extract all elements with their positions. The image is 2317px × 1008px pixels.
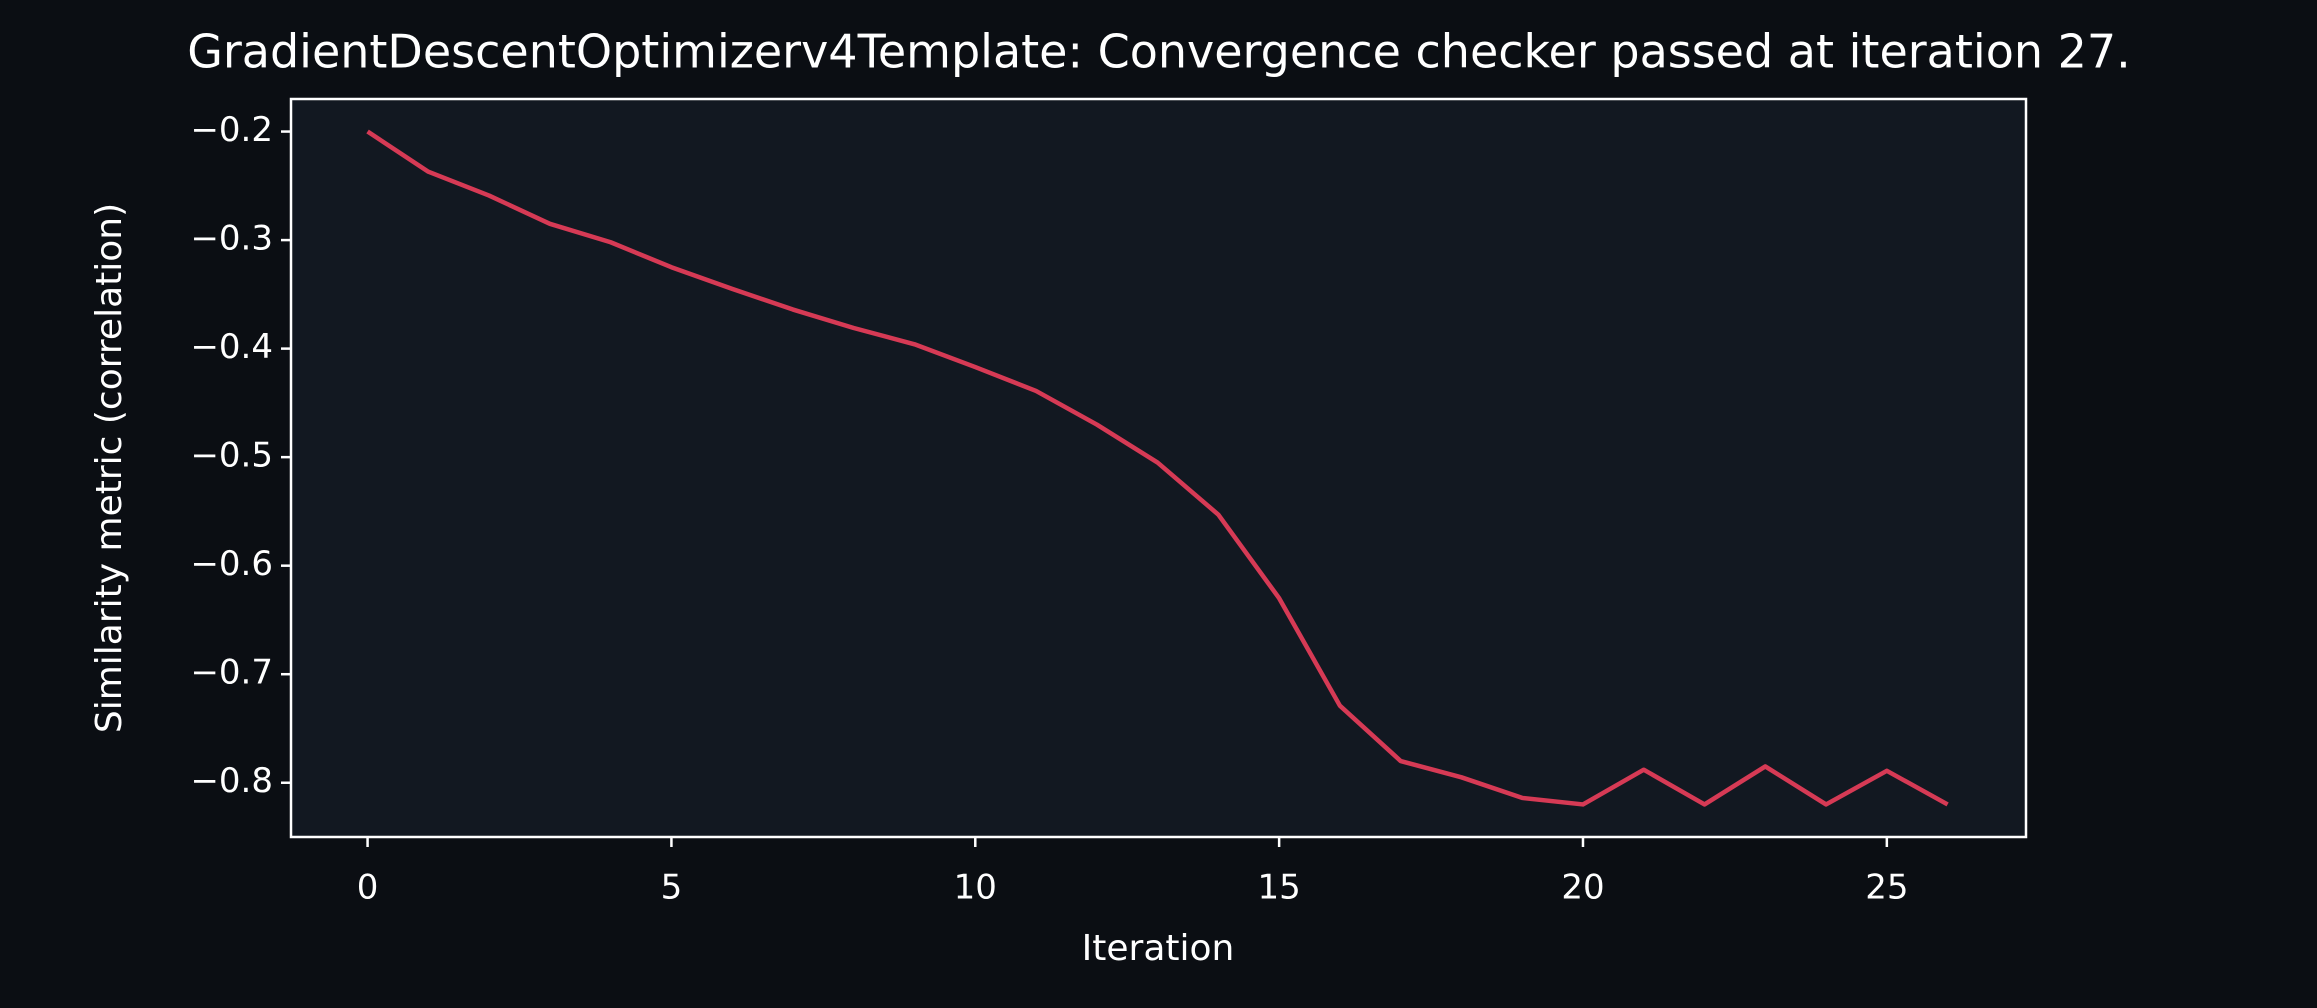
series-line (366, 129, 1949, 807)
y-tick-label: −0.2 (190, 110, 273, 150)
y-tick-label: −0.5 (190, 436, 273, 476)
y-tick-label: −0.4 (190, 327, 273, 367)
chart-title: GradientDescentOptimizerv4Template: Conv… (187, 25, 2131, 79)
x-tick-label: 25 (1865, 868, 1908, 908)
y-axis-label: Similarity metric (correlation) (89, 203, 130, 733)
x-tick-label: 20 (1561, 868, 1604, 908)
y-tick-label: −0.7 (190, 653, 273, 693)
x-tick-label: 0 (357, 868, 379, 908)
x-tick-label: 15 (1257, 868, 1300, 908)
y-tick-label: −0.3 (190, 219, 273, 259)
y-tick-label: −0.6 (190, 544, 273, 584)
y-tick-label: −0.8 (190, 761, 273, 801)
x-tick-label: 10 (954, 868, 997, 908)
x-axis-label: Iteration (1082, 928, 1235, 969)
x-tick-label: 5 (661, 868, 683, 908)
plot-area (289, 97, 2028, 839)
